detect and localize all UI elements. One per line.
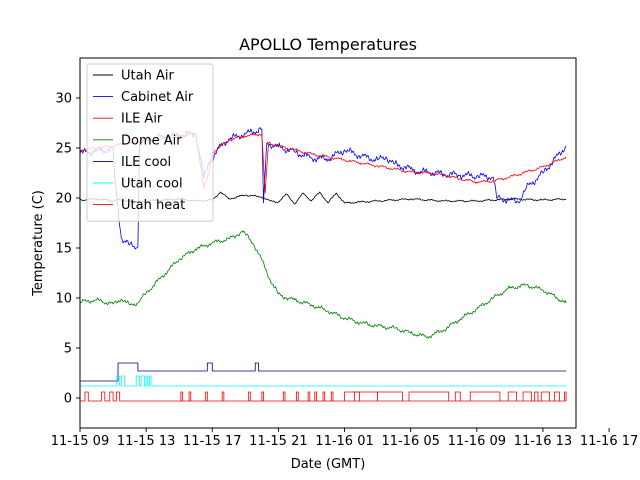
y-tick-label: 25: [55, 142, 72, 157]
utah-heat-pulse: [454, 391, 461, 401]
legend-label: ILE Air: [121, 112, 163, 127]
legend-label: Utah cool: [121, 177, 183, 192]
utah-heat-pulse: [188, 391, 192, 401]
legend-label: Utah Air: [121, 69, 174, 84]
utah-heat-pulse: [180, 391, 183, 401]
utah-heat-pulse: [307, 391, 311, 401]
utah-heat-pulse: [221, 391, 225, 401]
utah-heat-pulse: [540, 391, 550, 401]
utah-heat-pulse: [296, 391, 299, 401]
x-tick-label: 11-15 13: [117, 434, 175, 449]
y-tick-label: 0: [64, 392, 72, 407]
series-dome-air-line: [80, 230, 567, 339]
x-axis: 11-15 09 11-15 13 11-15 17 11-15 21 11-16 01…: [51, 428, 638, 449]
utah-heat-pulse: [322, 391, 326, 401]
utah-heat-pulse: [282, 391, 286, 401]
x-tick-label: 11-15 09: [51, 434, 109, 449]
utah-heat-pulse: [522, 391, 532, 401]
x-tick-label: 11-16 01: [315, 434, 373, 449]
series-utah-heat-line: [80, 391, 567, 402]
x-tick-label: 11-16 17: [580, 434, 638, 449]
plot-frame: [79, 57, 577, 429]
x-tick-label: 11-16 13: [514, 434, 572, 449]
series-ile-cool-line: [80, 362, 567, 382]
chart-title: APOLLO Temperatures: [239, 35, 417, 54]
utah-heat-pulse: [354, 391, 360, 401]
y-tick-label: 10: [55, 292, 72, 307]
legend-label: ILE cool: [121, 155, 171, 170]
x-tick-label: 11-15 17: [183, 434, 241, 449]
legend-label: Dome Air: [121, 133, 182, 148]
x-tick-label: 11-16 05: [381, 434, 439, 449]
utah-heat-pulse: [534, 391, 539, 401]
x-axis-label: Date (GMT): [291, 457, 366, 472]
utah-heat-pulse: [507, 391, 517, 401]
utah-heat-pulse: [377, 391, 403, 401]
y-tick-label: 15: [55, 242, 72, 257]
legend-label: Cabinet Air: [121, 90, 194, 105]
y-tick-label: 20: [55, 192, 72, 207]
utah-heat-pulse: [248, 391, 251, 401]
y-axis-label: Temperature (C): [31, 190, 46, 297]
x-tick-label: 11-16 09: [448, 434, 506, 449]
utah-heat-pulse: [330, 391, 334, 401]
utah-heat-pulse: [261, 391, 264, 401]
y-axis: 0 5 10 15 20 25 30: [55, 92, 80, 407]
utah-heat-pulse: [469, 391, 501, 401]
utah-heat-pulse: [564, 391, 567, 401]
utah-heat-pulse: [205, 391, 208, 401]
utah-heat-pulse: [408, 391, 450, 401]
utah-heat-pulse: [554, 391, 560, 401]
legend: Utah Air Cabinet Air ILE Air Dome Air ILE co…: [86, 63, 214, 222]
utah-heat-pulse: [314, 391, 317, 401]
legend-label: Utah heat: [121, 198, 185, 213]
y-tick-label: 5: [64, 342, 72, 357]
x-tick-label: 11-15 21: [249, 434, 307, 449]
y-tick-label: 30: [55, 92, 72, 107]
series-utah-cool-line: [80, 375, 567, 387]
legend-box: [86, 63, 214, 222]
